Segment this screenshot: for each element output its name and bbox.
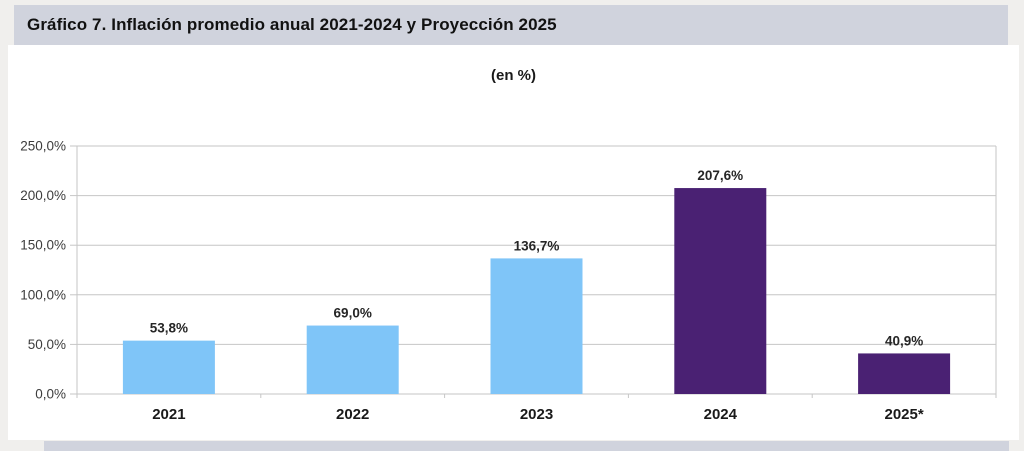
x-category-label: 2023 (520, 406, 553, 423)
bar-value-label: 40,9% (885, 333, 923, 348)
bar-value-label: 53,8% (150, 321, 188, 336)
bar-chart: 0,0% 50,0% 100,0% 150,0% 200,0% 250,0% 53,8% 20… (20, 139, 997, 423)
chart-subtitle: (en %) (491, 67, 536, 84)
chart-title-banner: Gráfico 7. Inflación promedio anual 2021… (14, 5, 1008, 45)
chart-card: (en %) 0,0% 50,0% 100,0% 150,0% 200,0% 250,0%… (8, 45, 1019, 440)
y-tick-label: 0,0% (35, 387, 66, 402)
bar-2021 (122, 340, 215, 394)
bar-2023 (490, 258, 583, 394)
bar-2025* (858, 353, 951, 394)
x-category-label: 2025* (884, 406, 923, 423)
x-category-label: 2024 (704, 406, 738, 423)
next-section-banner-partial (44, 441, 1009, 451)
y-tick-label: 100,0% (20, 287, 66, 302)
bar-2024 (674, 188, 767, 394)
bar-2022 (306, 325, 399, 394)
chart-title: Gráfico 7. Inflación promedio anual 2021… (27, 15, 557, 34)
y-tick-label: 50,0% (28, 337, 66, 352)
bar-value-label: 136,7% (514, 238, 560, 253)
bar-value-label: 207,6% (697, 168, 743, 183)
x-category-label: 2021 (152, 406, 185, 423)
y-tick-label: 150,0% (20, 238, 66, 253)
x-category-label: 2022 (336, 406, 369, 423)
y-tick-label: 250,0% (20, 139, 66, 154)
y-tick-label: 200,0% (20, 188, 66, 203)
bar-value-label: 69,0% (334, 306, 372, 321)
